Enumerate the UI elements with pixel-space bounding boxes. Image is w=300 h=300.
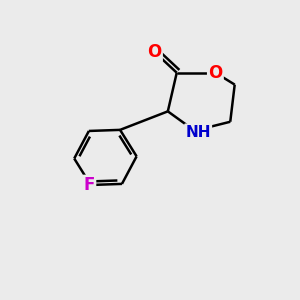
Text: NH: NH [185,125,211,140]
Text: F: F [84,176,95,194]
Text: O: O [208,64,223,82]
Text: O: O [147,43,162,61]
